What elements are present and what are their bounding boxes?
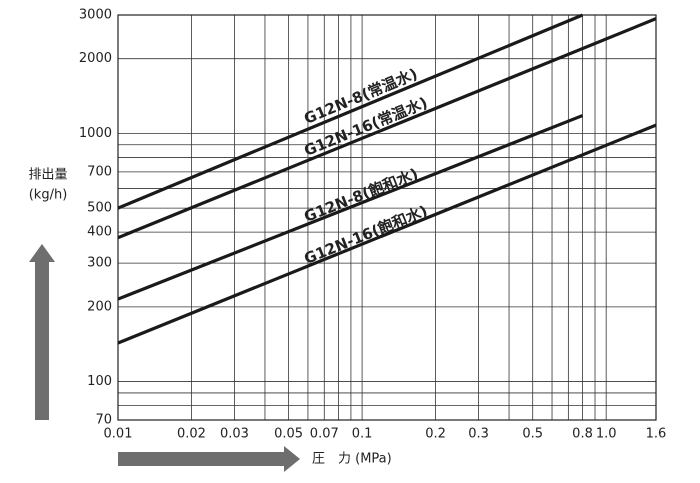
x-tick-label: 0.07: [310, 427, 339, 442]
plot-frame: [117, 14, 657, 421]
x-tick-label: 0.02: [177, 427, 206, 442]
y-tick-label: 200: [87, 299, 112, 314]
y-tick-label: 500: [87, 201, 112, 216]
series-line: [117, 123, 657, 345]
y-tick-label: 1000: [79, 126, 112, 141]
x-tick-label: 1.0: [596, 427, 617, 442]
y-tick-label: 3000: [79, 8, 112, 23]
y-tick-label: 700: [87, 164, 112, 179]
x-tick-label: 0.01: [104, 427, 133, 442]
y-tick-label: 2000: [79, 51, 112, 66]
x-tick-label: 0.5: [522, 427, 543, 442]
y-tick-label: 100: [87, 374, 112, 389]
x-axis-title: 圧 力 (MPa): [312, 452, 392, 467]
y-axis-unit: (kg/h): [29, 188, 68, 203]
x-tick-label: 0.03: [220, 427, 249, 442]
y-axis-title: 排出量: [28, 168, 67, 183]
x-tick-label: 0.1: [352, 427, 373, 442]
y-tick-label: 300: [87, 256, 112, 271]
x-tick-label: 1.6: [646, 427, 667, 442]
x-tick-label: 0.2: [425, 427, 446, 442]
x-arrow: [118, 446, 300, 472]
x-tick-label: 0.8: [572, 427, 593, 442]
series-line: [117, 17, 657, 240]
series-line: [117, 114, 584, 301]
y-arrow: [29, 244, 55, 420]
x-tick-label: 0.3: [468, 427, 489, 442]
y-tick-label: 400: [87, 225, 112, 240]
series-line: [117, 13, 584, 210]
x-tick-label: 0.05: [274, 427, 303, 442]
y-tick-label: 70: [95, 413, 112, 428]
